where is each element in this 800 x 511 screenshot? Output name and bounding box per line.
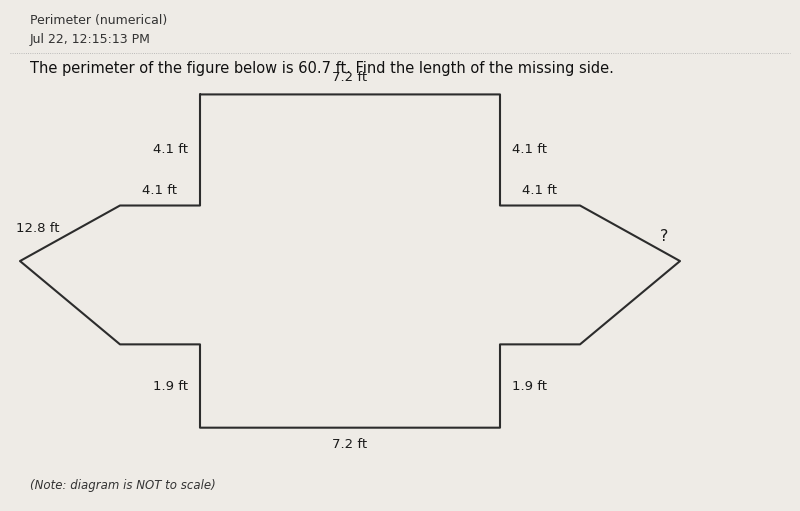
Text: 4.1 ft: 4.1 ft <box>142 184 178 197</box>
Text: ?: ? <box>660 228 668 244</box>
Text: Jul 22, 12:15:13 PM: Jul 22, 12:15:13 PM <box>30 33 151 47</box>
Text: Perimeter (numerical): Perimeter (numerical) <box>30 14 167 27</box>
Text: 12.8 ft: 12.8 ft <box>17 222 60 236</box>
Text: 4.1 ft: 4.1 ft <box>522 184 558 197</box>
Text: 1.9 ft: 1.9 ft <box>153 380 188 392</box>
Text: The perimeter of the figure below is 60.7 ft. Find the length of the missing sid: The perimeter of the figure below is 60.… <box>30 61 614 76</box>
Text: (Note: diagram is NOT to scale): (Note: diagram is NOT to scale) <box>30 479 216 492</box>
Text: 4.1 ft: 4.1 ft <box>512 144 547 156</box>
Text: 4.1 ft: 4.1 ft <box>153 144 188 156</box>
Text: 7.2 ft: 7.2 ft <box>333 72 367 84</box>
Text: 7.2 ft: 7.2 ft <box>333 438 367 451</box>
Text: 1.9 ft: 1.9 ft <box>512 380 547 392</box>
